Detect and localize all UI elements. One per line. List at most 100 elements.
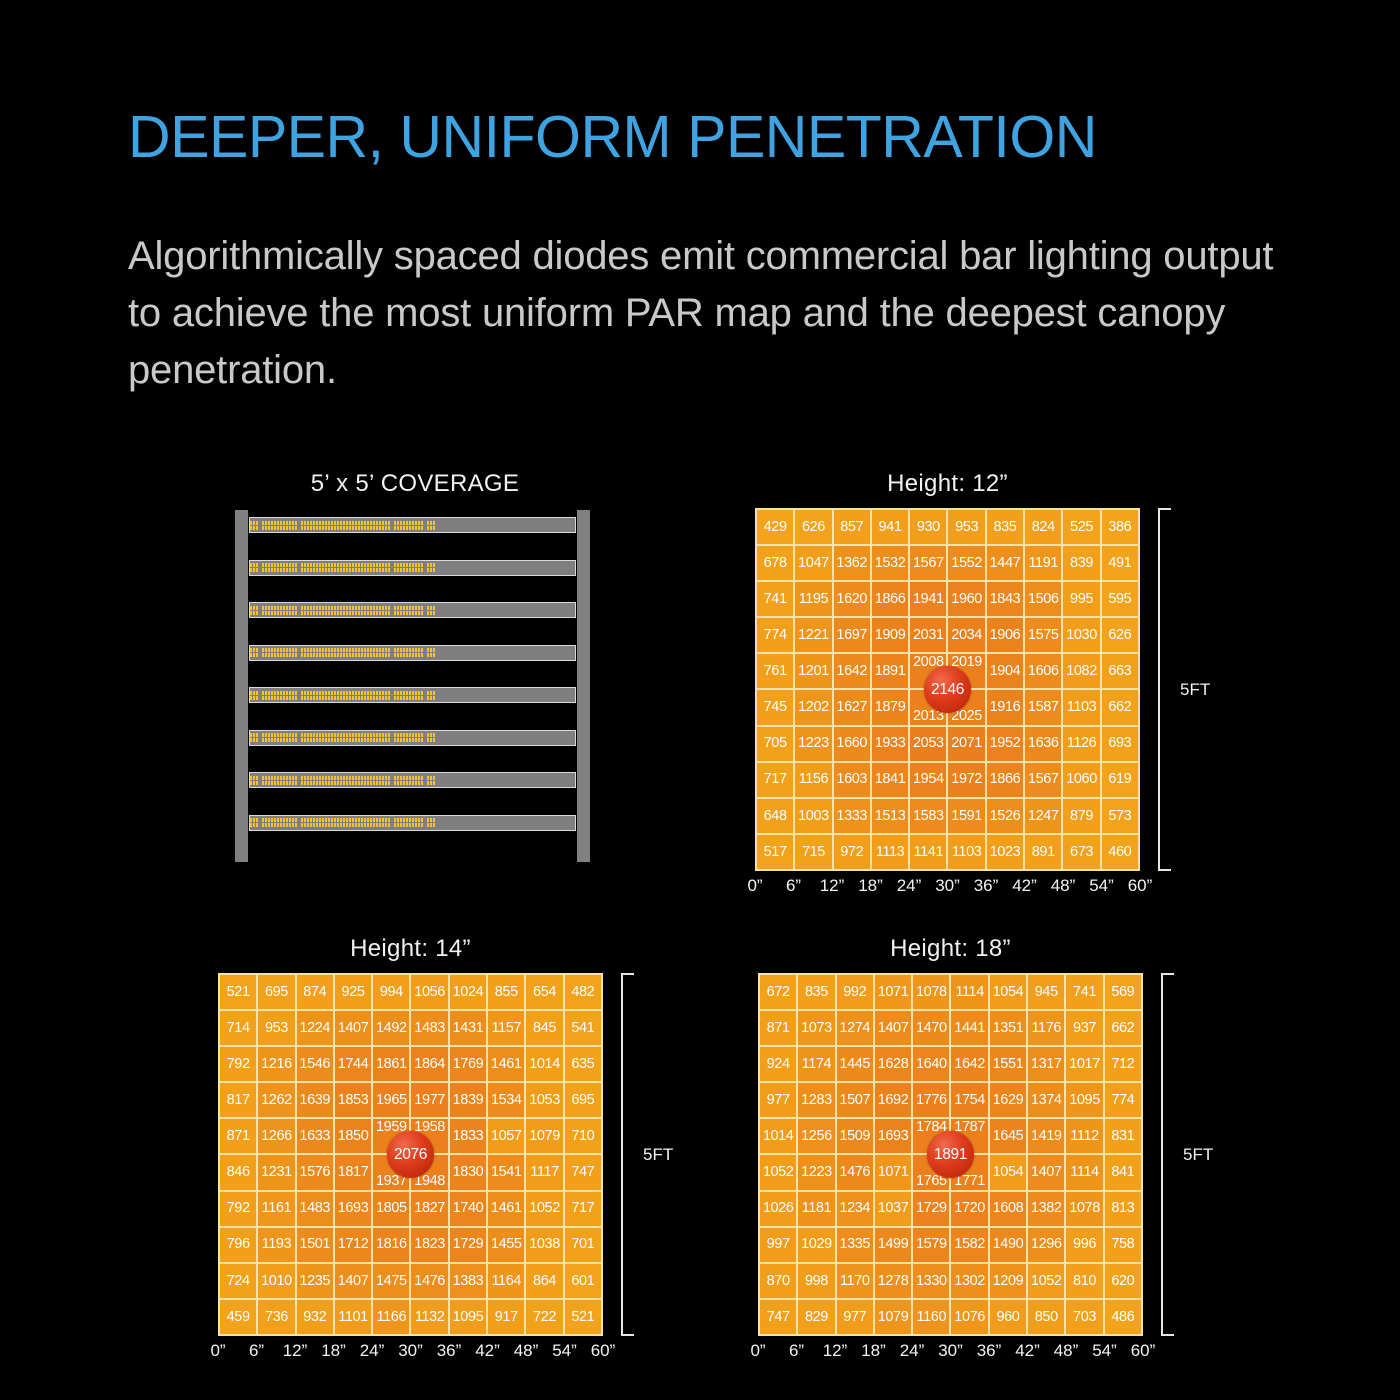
heatmap-cell: 1071	[874, 975, 912, 1010]
led-diode	[343, 525, 345, 530]
led-diode	[343, 690, 345, 695]
led-row	[427, 733, 435, 737]
heatmap-cell: 1076	[951, 1299, 988, 1334]
led-diode	[373, 648, 375, 652]
led-diode	[271, 525, 273, 530]
led-diode	[427, 605, 429, 610]
led-row	[427, 610, 435, 615]
heatmap-cell: 871	[760, 1011, 797, 1046]
led-diode	[256, 738, 258, 742]
heatmap-cell: 1038	[526, 1227, 563, 1262]
led-diode	[385, 525, 387, 530]
led-diode	[274, 733, 276, 737]
led-diode	[277, 605, 279, 610]
led-diode	[337, 818, 339, 822]
led-diode	[352, 605, 354, 610]
led-diode	[328, 648, 330, 652]
led-diode	[316, 653, 318, 657]
led-diode	[397, 653, 399, 657]
led-diode	[397, 775, 399, 780]
led-diode	[421, 653, 423, 657]
led-diode	[388, 525, 390, 530]
led-diode	[310, 568, 312, 572]
led-diode	[394, 605, 396, 610]
led-diode	[358, 733, 360, 737]
led-diode	[412, 775, 414, 780]
led-diode	[280, 568, 282, 572]
led-diode	[367, 605, 369, 610]
led-diode	[415, 818, 417, 822]
led-diode	[334, 520, 336, 525]
led-diode	[301, 695, 303, 700]
heatmap-cell: 1506	[1025, 582, 1062, 617]
led-diode	[346, 605, 348, 610]
heatmap-cell: 695	[258, 975, 295, 1010]
led-diode	[325, 695, 327, 700]
led-diode	[274, 738, 276, 742]
led-diode	[355, 695, 357, 700]
led-diode	[310, 653, 312, 657]
led-diode	[310, 648, 312, 652]
led-diode	[340, 525, 342, 530]
led-diode	[394, 823, 396, 827]
led-row	[262, 738, 297, 742]
heatmap-cell: 1891	[871, 654, 909, 689]
led-diode	[370, 690, 372, 695]
led-diode	[292, 605, 294, 610]
led-diode	[358, 780, 360, 785]
led-diode	[433, 738, 435, 742]
led-diode	[352, 610, 354, 615]
led-diode	[373, 563, 375, 567]
led-diode	[379, 780, 381, 785]
led-diode	[367, 568, 369, 572]
led-diode	[361, 563, 363, 567]
led-diode	[346, 823, 348, 827]
led-diode	[283, 525, 285, 530]
led-diode	[316, 690, 318, 695]
led-diode	[331, 520, 333, 525]
led-diode	[358, 520, 360, 525]
heatmap-cell: 1591	[948, 798, 985, 833]
led-diode	[280, 738, 282, 742]
heatmap-cell: 857	[833, 510, 870, 545]
led-diode	[268, 653, 270, 657]
heatmap-cell: 930	[910, 510, 947, 545]
led-diode	[283, 648, 285, 652]
led-diode	[406, 738, 408, 742]
led-diode	[280, 648, 282, 652]
led-row	[262, 733, 297, 737]
led-diode	[295, 520, 297, 525]
led-diode	[286, 568, 288, 572]
led-diode	[367, 653, 369, 657]
led-diode	[250, 568, 252, 572]
led-diode	[358, 690, 360, 695]
heatmap-cell: 663	[1101, 654, 1138, 689]
led-diode	[427, 823, 429, 827]
led-diode	[265, 823, 267, 827]
led-diode	[370, 775, 372, 780]
led-row	[250, 520, 258, 525]
led-diode	[346, 738, 348, 742]
led-cluster	[427, 648, 435, 657]
led-diode	[406, 563, 408, 567]
led-diode	[397, 525, 399, 530]
led-diode	[274, 520, 276, 525]
led-diode	[403, 610, 405, 615]
led-row	[394, 525, 423, 530]
led-diode	[325, 823, 327, 827]
led-diode	[319, 690, 321, 695]
heatmap-cell: 1972	[948, 762, 985, 797]
led-diode	[280, 653, 282, 657]
heatmap-cell: 1864	[411, 1047, 448, 1082]
y-axis-label: 5FT	[643, 1144, 674, 1164]
led-diode	[352, 780, 354, 785]
led-diode	[364, 648, 366, 652]
led-diode	[415, 780, 417, 785]
led-diode	[337, 648, 339, 652]
led-row	[427, 605, 435, 610]
led-diode	[304, 568, 306, 572]
led-diode	[358, 775, 360, 780]
led-diode	[310, 733, 312, 737]
led-diode	[340, 823, 342, 827]
heatmap-cell: 648	[757, 798, 794, 833]
